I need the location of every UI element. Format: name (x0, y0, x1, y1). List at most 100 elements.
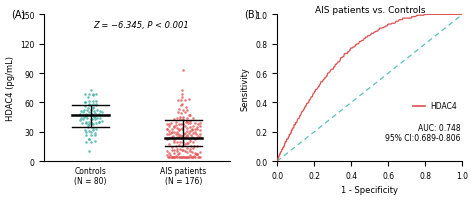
Point (95, 121, 103, 124)
Point (171, 156, 178, 159)
Point (194, 135, 201, 138)
Point (191, 121, 199, 125)
Point (174, 133, 182, 136)
Point (190, 132, 197, 135)
Point (196, 129, 204, 132)
Point (168, 156, 175, 159)
Point (178, 135, 186, 138)
Point (196, 133, 204, 136)
Point (176, 152, 183, 155)
Point (178, 96, 186, 99)
Point (82, 128, 89, 132)
Point (196, 125, 204, 128)
Point (181, 142, 189, 145)
Point (186, 140, 193, 143)
Point (87, 131, 94, 134)
Point (178, 112, 185, 115)
Point (167, 156, 174, 159)
Point (178, 156, 185, 159)
Point (89, 93, 96, 96)
Point (187, 145, 195, 148)
Point (182, 121, 190, 124)
Point (193, 128, 201, 131)
Point (180, 123, 187, 126)
Point (190, 155, 198, 158)
Point (165, 137, 173, 140)
Point (85, 138, 93, 141)
Point (82, 130, 90, 133)
Point (82, 120, 90, 124)
Point (180, 116, 187, 119)
Point (90, 126, 97, 130)
Point (180, 141, 187, 144)
Point (191, 144, 198, 147)
Point (98, 111, 106, 114)
Point (183, 120, 191, 123)
Point (82, 113, 90, 116)
Point (186, 125, 193, 128)
Point (171, 151, 178, 154)
Point (92, 104, 100, 107)
Point (178, 127, 186, 130)
Point (189, 156, 197, 159)
Point (87, 141, 94, 144)
Point (95, 120, 102, 124)
Point (182, 111, 189, 114)
Point (79, 111, 87, 114)
Point (85, 93, 92, 96)
Point (191, 137, 199, 141)
Point (165, 125, 173, 128)
Point (185, 156, 193, 159)
Point (165, 132, 173, 136)
Point (163, 132, 171, 136)
Point (174, 99, 182, 102)
Point (87, 133, 94, 136)
Point (171, 126, 178, 129)
Point (84, 107, 91, 110)
Point (82, 105, 89, 108)
Point (79, 122, 86, 125)
Point (184, 142, 191, 145)
Point (176, 118, 183, 121)
Point (180, 148, 187, 152)
Point (183, 147, 191, 150)
Point (167, 132, 175, 135)
Point (168, 136, 175, 139)
Point (175, 156, 183, 159)
Point (178, 99, 185, 102)
Point (82, 93, 89, 96)
Point (168, 121, 175, 125)
Point (170, 140, 177, 144)
Point (187, 122, 194, 125)
Point (186, 130, 193, 133)
Point (165, 143, 173, 146)
Point (176, 129, 183, 132)
Point (82, 101, 89, 104)
Point (181, 131, 188, 134)
Point (163, 128, 171, 131)
Point (93, 117, 101, 120)
Point (171, 138, 178, 142)
Point (180, 69, 187, 72)
Point (164, 156, 172, 159)
Point (186, 119, 194, 123)
Point (81, 109, 88, 112)
Point (175, 108, 183, 111)
Point (89, 129, 96, 132)
Point (180, 109, 187, 112)
Point (91, 134, 99, 137)
Text: (B): (B) (244, 9, 258, 19)
Point (90, 107, 97, 110)
Point (97, 117, 104, 120)
Point (181, 125, 188, 128)
Point (194, 156, 202, 159)
Point (173, 150, 181, 153)
Point (193, 137, 201, 140)
Point (183, 116, 191, 120)
Point (179, 156, 186, 159)
Point (196, 156, 204, 159)
Point (163, 154, 171, 157)
Point (173, 141, 181, 144)
Point (182, 156, 189, 159)
Point (168, 131, 175, 134)
